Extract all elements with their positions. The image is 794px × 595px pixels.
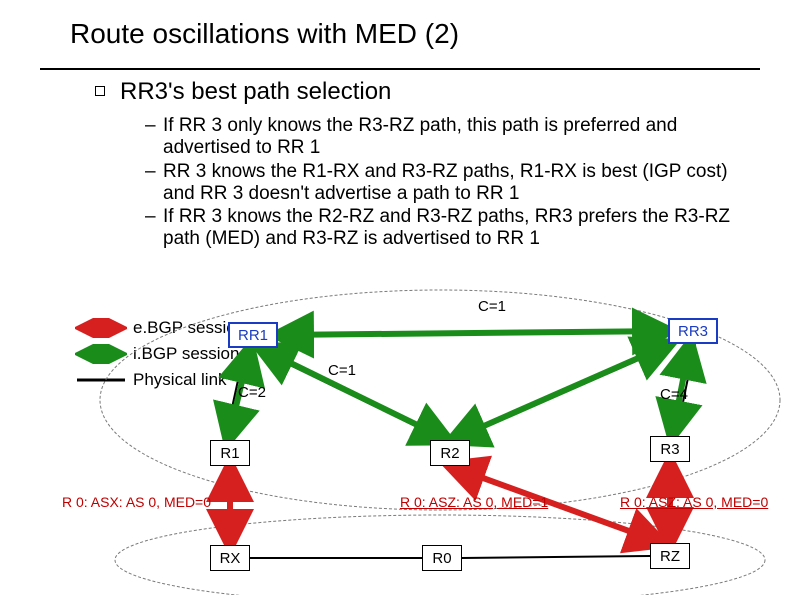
legend-label: Physical link bbox=[133, 370, 227, 390]
slide-title: Route oscillations with MED (2) bbox=[70, 18, 459, 50]
item-text: RR 3 knows the R1-RX and R3-RZ paths, R1… bbox=[163, 161, 760, 205]
legend-row-phys: Physical link bbox=[75, 367, 245, 393]
dash-icon: – bbox=[145, 161, 163, 205]
cost-label: C=4 bbox=[660, 386, 688, 403]
list-item: – If RR 3 knows the R2-RZ and R3-RZ path… bbox=[145, 206, 760, 250]
cost-label: C=1 bbox=[328, 362, 356, 379]
list-item: – RR 3 knows the R1-RX and R3-RZ paths, … bbox=[145, 161, 760, 205]
route-label: R 0: ASX: AS 0, MED=0 bbox=[62, 494, 211, 510]
node-r0: R0 bbox=[422, 545, 462, 571]
physical-line-icon bbox=[75, 370, 127, 390]
legend-row-ebgp: e.BGP session bbox=[75, 315, 245, 341]
dash-icon: – bbox=[145, 115, 163, 159]
title-rule bbox=[40, 68, 760, 70]
node-r2: R2 bbox=[430, 440, 470, 466]
item-list: – If RR 3 only knows the R3-RZ path, thi… bbox=[145, 115, 760, 252]
node-rr1: RR1 bbox=[228, 322, 278, 348]
route-label: R 0: ASZ: AS 0, MED=1 bbox=[400, 494, 548, 510]
slide: Route oscillations with MED (2) RR3's be… bbox=[0, 0, 794, 595]
node-rx: RX bbox=[210, 545, 250, 571]
legend: e.BGP session i.BGP session Physical lin… bbox=[75, 315, 245, 393]
item-text: If RR 3 only knows the R3-RZ path, this … bbox=[163, 115, 760, 159]
dash-icon: – bbox=[145, 206, 163, 250]
ibgp-arrow-icon bbox=[75, 344, 127, 364]
node-rz: RZ bbox=[650, 543, 690, 569]
node-rr3: RR3 bbox=[668, 318, 718, 344]
cost-label: C=1 bbox=[478, 298, 506, 315]
cost-label: C=2 bbox=[238, 384, 266, 401]
node-r3: R3 bbox=[650, 436, 690, 462]
ebgp-arrow-icon bbox=[75, 318, 127, 338]
legend-label: i.BGP session bbox=[133, 344, 239, 364]
list-item: – If RR 3 only knows the R3-RZ path, thi… bbox=[145, 115, 760, 159]
route-label: R 0: ASZ: AS 0, MED=0 bbox=[620, 494, 768, 510]
legend-row-ibgp: i.BGP session bbox=[75, 341, 245, 367]
heading: RR3's best path selection bbox=[120, 78, 391, 106]
node-r1: R1 bbox=[210, 440, 250, 466]
heading-bullet bbox=[95, 86, 105, 96]
ibgp-links bbox=[228, 331, 690, 440]
item-text: If RR 3 knows the R2-RZ and R3-RZ paths,… bbox=[163, 206, 760, 250]
